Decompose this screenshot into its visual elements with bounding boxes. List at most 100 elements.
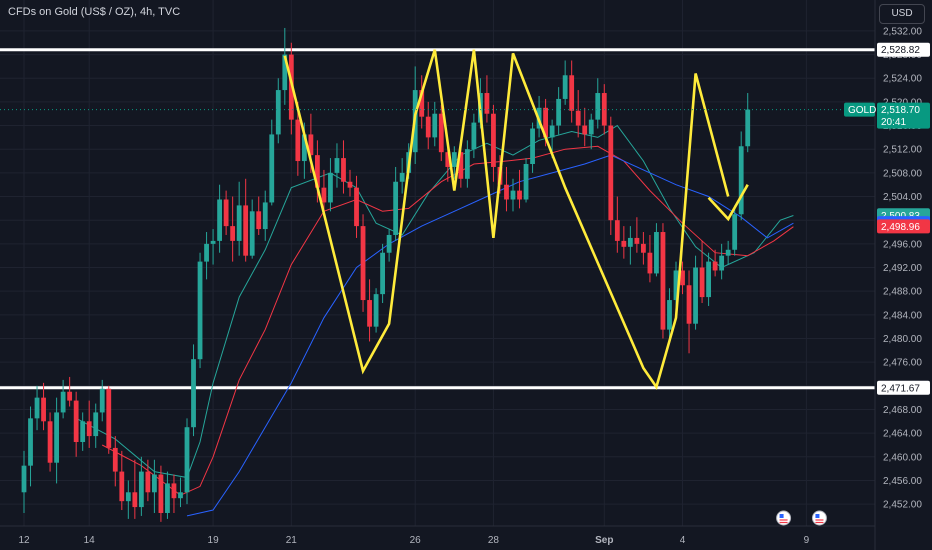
price-tag	[877, 380, 930, 395]
candle-body	[523, 164, 529, 200]
candles	[21, 27, 751, 522]
candle-body	[295, 119, 301, 162]
candle-body	[354, 187, 359, 227]
candle-body	[158, 474, 164, 513]
candle-body	[249, 211, 255, 256]
countdown-label: 20:41	[881, 117, 906, 128]
candle-body	[282, 54, 288, 91]
candle-body	[569, 75, 575, 111]
candle-body	[693, 267, 698, 324]
candle-body	[608, 125, 614, 221]
candle-body	[217, 199, 222, 241]
candle-body	[230, 226, 236, 241]
candle-body	[243, 205, 249, 256]
candle-body	[621, 240, 627, 247]
candle-body	[582, 125, 588, 135]
candle-body	[530, 128, 535, 165]
candle-body	[510, 190, 516, 200]
time-tick-label: 14	[84, 535, 96, 546]
candle-body	[432, 113, 438, 138]
arrowhead	[707, 184, 749, 222]
candle-body	[588, 119, 594, 135]
candle-body	[562, 75, 568, 99]
candle-body	[28, 418, 33, 466]
candle-body	[80, 421, 86, 443]
candle-body	[393, 181, 399, 235]
candle-body	[673, 270, 679, 301]
candle-body	[438, 113, 444, 153]
candle-body	[484, 93, 490, 114]
price-tick-label: 2,524.00	[883, 74, 922, 85]
symbol-tag-label: GOLD	[848, 105, 876, 116]
candle-body	[262, 202, 268, 230]
candle-body	[660, 232, 666, 330]
time-tick-label: 21	[286, 535, 298, 546]
candle-body	[106, 388, 112, 448]
candle-body	[732, 214, 738, 250]
price-tick-label: 2,480.00	[883, 334, 922, 345]
candle-body	[458, 152, 464, 179]
candle-body	[425, 116, 431, 138]
candle-body	[315, 155, 320, 188]
candle-body	[595, 93, 601, 120]
candle-body	[634, 237, 640, 244]
price-tag-label: 2,498.96	[881, 222, 920, 233]
candle-body	[725, 249, 731, 256]
candle-body	[132, 492, 138, 508]
price-tick-label: 2,508.00	[883, 168, 922, 179]
price-tick-label: 2,512.00	[883, 145, 922, 156]
time-tick-label: 4	[680, 535, 686, 546]
candle-body	[321, 187, 327, 203]
price-tick-label: 2,492.00	[883, 263, 922, 274]
candle-body	[380, 252, 385, 295]
price-tick-label: 2,464.00	[883, 429, 922, 440]
candle-body	[204, 243, 209, 262]
symbol-tag	[844, 102, 875, 117]
candle-body	[47, 421, 53, 463]
candle-body	[60, 391, 66, 413]
candle-body	[178, 492, 183, 499]
horizontal-levels	[0, 48, 875, 390]
us-flag-event-icon[interactable]	[776, 510, 792, 526]
candle-body	[491, 113, 496, 167]
candle-body	[419, 90, 425, 117]
candle-body	[21, 465, 27, 493]
grid	[0, 0, 875, 526]
moving-average-line	[75, 124, 794, 479]
candle-body	[171, 483, 177, 499]
price-tag	[877, 42, 930, 57]
price-tick-label: 2,468.00	[883, 405, 922, 416]
price-tick-label: 2,456.00	[883, 476, 922, 487]
candle-body	[627, 237, 633, 247]
time-tick-label: 26	[410, 535, 422, 546]
candle-body	[504, 184, 509, 200]
time-tick-label: 19	[208, 535, 220, 546]
candle-body	[112, 447, 118, 472]
time-axis[interactable]: 12 14 19 21 26 28 Sep 4 9	[0, 525, 875, 546]
candle-body	[556, 98, 562, 126]
candle-body	[341, 158, 346, 182]
candle-body	[210, 240, 216, 244]
candle-body	[308, 134, 314, 156]
candle-body	[145, 471, 151, 493]
candle-body	[67, 391, 73, 401]
time-tick-label: 28	[488, 535, 500, 546]
price-axis[interactable]: 2,452.00 2,456.00 2,460.00 2,464.00 2,468.00…	[874, 0, 932, 550]
candle-body	[719, 255, 725, 271]
price-tick-label: 2,476.00	[883, 358, 922, 369]
candle-body	[471, 122, 477, 150]
us-flag-event-icon[interactable]	[811, 510, 827, 526]
currency-button[interactable]: USD	[879, 4, 925, 24]
candle-body	[667, 300, 672, 330]
flag-icon-canton	[815, 514, 820, 518]
candle-body	[256, 211, 262, 230]
candle-body	[125, 492, 131, 502]
candle-body	[360, 226, 366, 301]
candle-body	[223, 199, 229, 227]
candle-body	[275, 90, 281, 135]
event-icons[interactable]	[776, 510, 827, 526]
candle-body	[517, 190, 522, 200]
price-tags: 2,528.822,471.672,500.832,499.512,498.96…	[0, 42, 930, 395]
